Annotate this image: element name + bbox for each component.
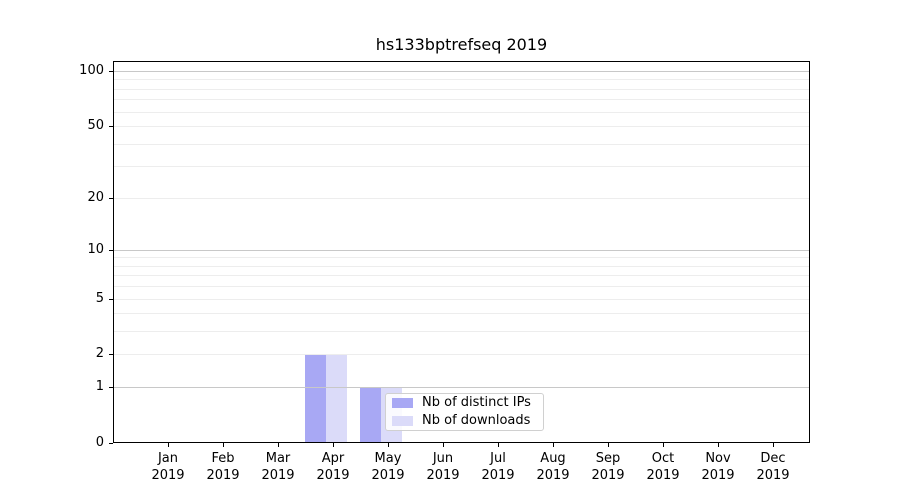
x-tick-aug: [553, 443, 554, 447]
x-tick-year: 2019: [261, 468, 295, 483]
y-tick-label-5: 5: [95, 290, 104, 306]
y-tick-20: [109, 197, 113, 199]
x-tick-label-jul: Jul 2019: [470, 450, 526, 484]
x-tick-oct: [663, 443, 664, 447]
x-tick-sep: [608, 443, 609, 447]
y-gridline-minor-60: [114, 111, 809, 113]
bar-nb-of-distinct-ips-may: [360, 387, 381, 443]
chart-title: hs133bptrefseq 2019: [375, 35, 548, 54]
bar-nb-of-downloads-apr: [326, 354, 347, 443]
x-tick-dec: [773, 443, 774, 447]
x-tick-may: [388, 443, 389, 447]
y-tick-label-20: 20: [87, 189, 104, 205]
y-gridline-minor-3: [114, 331, 809, 333]
x-tick-month: Jun: [432, 451, 454, 466]
x-tick-month: Sep: [595, 451, 621, 466]
y-tick-100: [109, 71, 113, 72]
x-tick-label-feb: Feb 2019: [195, 450, 251, 484]
y-gridline-minor-9: [114, 257, 809, 259]
x-tick-year: 2019: [206, 468, 240, 483]
legend-label-downloads: Nb of downloads: [422, 413, 531, 428]
x-tick-month: Aug: [540, 451, 566, 466]
y-gridline-minor-50: [114, 126, 809, 128]
x-tick-month: Nov: [705, 451, 731, 466]
y-gridline-minor-6: [114, 286, 809, 288]
y-tick-50: [109, 126, 113, 128]
y-gridline-minor-7: [114, 275, 809, 277]
x-tick-feb: [223, 443, 224, 447]
x-tick-nov: [718, 443, 719, 447]
y-gridline-minor-2: [114, 354, 809, 356]
y-tick-label-1: 1: [95, 379, 104, 395]
x-tick-label-may: May 2019: [360, 450, 416, 484]
legend-item-distinct-ips: Nb of distinct IPs: [392, 395, 537, 411]
x-tick-label-jan: Jan 2019: [140, 450, 196, 484]
y-gridline-minor-80: [114, 88, 809, 90]
x-tick-year: 2019: [151, 468, 185, 483]
x-tick-month: Feb: [211, 451, 235, 466]
legend-swatch-downloads: [392, 416, 413, 426]
x-tick-month: Jul: [490, 451, 506, 466]
x-tick-year: 2019: [646, 468, 680, 483]
x-tick-label-nov: Nov 2019: [690, 450, 746, 484]
x-tick-year: 2019: [756, 468, 790, 483]
x-tick-label-apr: Apr 2019: [305, 450, 361, 484]
legend-label-distinct-ips: Nb of distinct IPs: [422, 395, 531, 410]
y-tick-1: [109, 387, 113, 389]
x-tick-month: Mar: [265, 451, 291, 466]
legend-item-downloads: Nb of downloads: [392, 413, 537, 429]
bar-nb-of-distinct-ips-apr: [305, 354, 326, 443]
x-tick-jan: [168, 443, 169, 447]
y-gridline-major-100: [114, 71, 809, 72]
x-tick-label-aug: Aug 2019: [525, 450, 581, 484]
x-tick-label-mar: Mar 2019: [250, 450, 306, 484]
y-gridline-major-10: [114, 249, 809, 251]
y-gridline-minor-70: [114, 99, 809, 101]
x-tick-apr: [333, 443, 334, 447]
y-tick-0: [109, 443, 113, 444]
x-tick-month: Oct: [651, 451, 675, 466]
y-gridline-minor-20: [114, 197, 809, 199]
x-tick-year: 2019: [536, 468, 570, 483]
x-tick-label-jun: Jun 2019: [415, 450, 471, 484]
y-tick-label-100: 100: [79, 63, 104, 78]
x-tick-month: Apr: [321, 451, 345, 466]
y-gridline-minor-8: [114, 265, 809, 267]
x-tick-year: 2019: [426, 468, 460, 483]
x-tick-label-oct: Oct 2019: [635, 450, 691, 484]
y-tick-label-0: 0: [95, 435, 104, 450]
x-tick-month: Dec: [760, 451, 786, 466]
x-tick-month: May: [374, 451, 402, 466]
x-tick-month: Jan: [157, 451, 179, 466]
x-tick-jul: [498, 443, 499, 447]
x-tick-year: 2019: [591, 468, 625, 483]
y-gridline-minor-30: [114, 166, 809, 168]
x-tick-year: 2019: [316, 468, 350, 483]
legend-swatch-distinct-ips: [392, 398, 413, 408]
x-tick-year: 2019: [701, 468, 735, 483]
y-gridline-minor-5: [114, 298, 809, 300]
y-tick-5: [109, 298, 113, 300]
y-gridline-minor-40: [114, 143, 809, 145]
x-tick-year: 2019: [481, 468, 515, 483]
legend: Nb of distinct IPs Nb of downloads: [385, 393, 544, 431]
x-tick-mar: [278, 443, 279, 447]
plot-area-border: [113, 61, 810, 443]
y-tick-2: [109, 354, 113, 356]
y-tick-label-2: 2: [95, 346, 104, 362]
x-tick-year: 2019: [371, 468, 405, 483]
x-tick-label-sep: Sep 2019: [580, 450, 636, 484]
y-tick-label-50: 50: [87, 118, 104, 134]
y-gridline-minor-4: [114, 313, 809, 315]
y-tick-label-10: 10: [87, 241, 104, 257]
y-gridline-major-1: [114, 387, 809, 389]
x-tick-jun: [443, 443, 444, 447]
y-tick-10: [109, 249, 113, 251]
x-tick-label-dec: Dec 2019: [745, 450, 801, 484]
y-gridline-minor-90: [114, 79, 809, 81]
